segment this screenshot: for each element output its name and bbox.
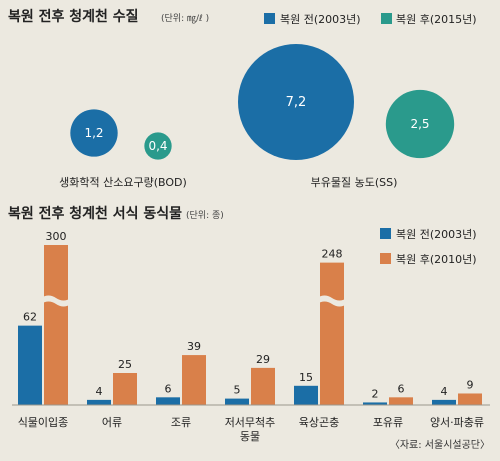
bubble-bod-before-2003 xyxy=(70,109,118,157)
water-quality-title: 복원 전후 청계천 수질 xyxy=(8,8,139,25)
axis-break-cat0 xyxy=(41,295,71,307)
bubble-ss-before-2003 xyxy=(238,44,354,160)
bubble-label-bod-after-2015: 0,4 xyxy=(148,139,167,153)
bar-cat2-before-2003 xyxy=(156,397,180,405)
axis-break-cat4 xyxy=(317,295,347,307)
bar-cat5-after-2010 xyxy=(389,397,413,405)
bubble-ss-after-2015 xyxy=(385,89,455,159)
bar-cat6-before-2003 xyxy=(432,399,456,405)
bar-cat0-after-2010 xyxy=(44,245,68,405)
bar-value-cat2-before-2003: 6 xyxy=(165,382,172,395)
bar-cat2-after-2010 xyxy=(182,355,206,405)
bar-cat3-before-2003 xyxy=(225,398,249,405)
water-quality-unit-note: (단위: ㎎/ℓ ) xyxy=(161,13,209,24)
bubble-label-ss-after-2015: 2,5 xyxy=(410,117,429,131)
species-title: 복원 전후 청계천 서식 동식물 xyxy=(8,205,182,222)
bar-value-cat3-before-2003: 5 xyxy=(234,384,241,397)
legend-swatch-after-2015 xyxy=(381,13,392,24)
bar-value-cat1-before-2003: 4 xyxy=(96,385,103,398)
bar-value-cat2-after-2010: 39 xyxy=(187,340,201,353)
bubble-category-bod: 생화학적 산소요구량(BOD) xyxy=(59,176,187,189)
bar-cat5-before-2003 xyxy=(363,402,387,405)
source-note: 〈자료: 서울시설공단〉 xyxy=(390,439,490,451)
bar-value-cat5-after-2010: 6 xyxy=(398,382,405,395)
bar-cat6-after-2010 xyxy=(458,393,482,405)
legend-label-after-2015: 복원 후(2015년) xyxy=(396,13,477,26)
bar-value-cat6-before-2003: 4 xyxy=(441,385,448,398)
bar-cat1-after-2010 xyxy=(113,373,137,405)
bar-legend-swatch-after-2010 xyxy=(380,253,391,264)
bar-legend-swatch-before-2003 xyxy=(380,228,391,239)
bubble-label-bod-before-2003: 1,2 xyxy=(84,126,103,140)
bar-category-label-1: 어류 xyxy=(102,416,122,429)
bar-legend-label-before-2003: 복원 전(2003년) xyxy=(396,228,477,241)
bubble-label-ss-before-2003: 7,2 xyxy=(286,95,307,110)
bar-value-cat4-after-2010: 248 xyxy=(322,248,343,261)
bar-value-cat1-after-2010: 25 xyxy=(118,358,132,371)
bar-legend-label-after-2010: 복원 후(2010년) xyxy=(396,253,477,266)
bubble-category-ss: 부유물질 농도(SS) xyxy=(311,176,398,189)
bar-cat4-after-2010 xyxy=(320,262,344,405)
bar-category-label-0: 식물이입종 xyxy=(18,416,69,429)
bar-cat4-before-2003 xyxy=(294,385,318,405)
bar-category-label-6: 양서·파충류 xyxy=(430,416,484,429)
bar-value-cat0-after-2010: 300 xyxy=(46,230,67,243)
bar-value-cat4-before-2003: 15 xyxy=(299,371,313,384)
legend-label-before-2003: 복원 전(2003년) xyxy=(280,13,361,26)
bar-category-label-2: 조류 xyxy=(171,416,191,429)
bar-value-cat3-after-2010: 29 xyxy=(256,353,270,366)
bar-cat0-before-2003 xyxy=(18,325,42,405)
legend-swatch-before-2003 xyxy=(264,13,275,24)
species-unit-note: (단위: 종) xyxy=(186,210,224,221)
bar-cat1-before-2003 xyxy=(87,399,111,405)
bar-value-cat6-after-2010: 9 xyxy=(467,378,474,391)
bar-value-cat5-before-2003: 2 xyxy=(372,387,379,400)
bar-category-label-4: 육상곤충 xyxy=(299,416,339,429)
bar-cat3-after-2010 xyxy=(251,367,275,405)
bubble-group: 1,2 0,4 7,2 2,5 xyxy=(70,44,455,160)
bubble-bod-after-2015 xyxy=(144,132,172,160)
bar-category-label-3: 저서무척추 동물 xyxy=(225,416,276,443)
bar-value-cat0-before-2003: 62 xyxy=(23,311,37,324)
bar-category-label-5: 포유류 xyxy=(373,416,403,429)
